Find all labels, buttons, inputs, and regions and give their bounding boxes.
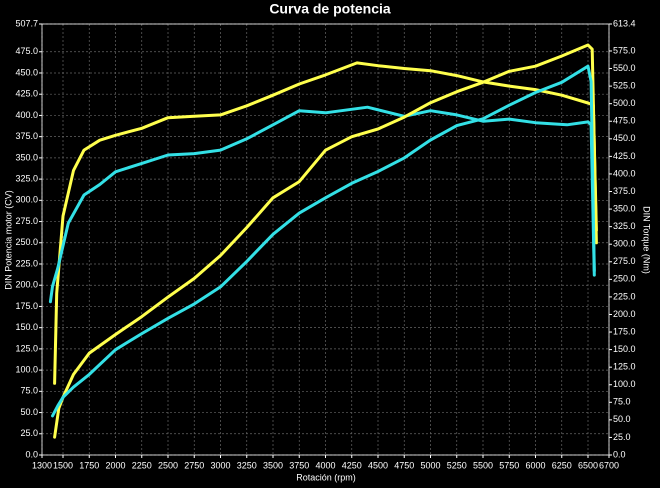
x-tick-label: 5500: [473, 460, 493, 470]
y2-tick-label: 325.0: [613, 221, 636, 231]
x-tick-label: 4000: [315, 460, 335, 470]
y-tick-label: 450.0: [15, 67, 38, 77]
x-tick-label: 1300: [32, 460, 52, 470]
y-tick-label: 325.0: [15, 173, 38, 183]
y2-tick-label: 350.0: [613, 203, 636, 213]
y-tick-label: 100.0: [15, 364, 38, 374]
y2-tick-label: 500.0: [613, 98, 636, 108]
y2-tick-label: 75.0: [613, 397, 631, 407]
y2-tick-label: 275.0: [613, 256, 636, 266]
x-tick-label: 5250: [447, 460, 467, 470]
x-tick-label: 2750: [184, 460, 204, 470]
y2-tick-label: 300.0: [613, 239, 636, 249]
x-tick-label: 3000: [210, 460, 230, 470]
x-tick-label: 6500: [578, 460, 598, 470]
y2-tick-label: 575.0: [613, 45, 636, 55]
x-tick-label: 5750: [499, 460, 519, 470]
y-tick-label: 125.0: [15, 343, 38, 353]
x-tick-label: 2250: [132, 460, 152, 470]
y2-tick-label: 613.4: [613, 18, 636, 28]
y2-tick-label: 550.0: [613, 63, 636, 73]
y2-tick-label: 375.0: [613, 186, 636, 196]
x-tick-label: 5000: [420, 460, 440, 470]
plot-frame: [41, 23, 610, 456]
y-tick-label: 507.7: [15, 18, 38, 28]
chart-title: Curva de potencia: [269, 1, 391, 17]
x-tick-label: 3250: [237, 460, 257, 470]
y-tick-label: 225.0: [15, 258, 38, 268]
x-tick-label: 1500: [53, 460, 73, 470]
y2-tick-label: 450.0: [613, 133, 636, 143]
x-tick-label: 4500: [368, 460, 388, 470]
x-tick-label: 4250: [342, 460, 362, 470]
y2-axis-label: DIN Torque (Nm): [642, 206, 652, 274]
y2-tick-label: 25.0: [613, 432, 631, 442]
y-tick-label: 175.0: [15, 301, 38, 311]
x-tick-label: 2000: [105, 460, 125, 470]
y-tick-label: 200.0: [15, 280, 38, 290]
y-tick-label: 75.0: [20, 386, 38, 396]
x-axis-label: Rotación (rpm): [296, 472, 356, 482]
y2-tick-label: 200.0: [613, 309, 636, 319]
y-tick-label: 300.0: [15, 195, 38, 205]
y2-tick-label: 425.0: [613, 151, 636, 161]
x-tick-label: 3500: [263, 460, 283, 470]
y-tick-label: 425.0: [15, 89, 38, 99]
y2-tick-label: 400.0: [613, 168, 636, 178]
y2-tick-label: 525.0: [613, 80, 636, 90]
y2-tick-label: 50.0: [613, 414, 631, 424]
y-tick-label: 375.0: [15, 131, 38, 141]
series-line: [53, 61, 598, 385]
x-tick-label: 4750: [394, 460, 414, 470]
y-tick-label: 400.0: [15, 110, 38, 120]
x-tick-label: 2500: [158, 460, 178, 470]
y-tick-label: 150.0: [15, 322, 38, 332]
y-tick-label: 25.0: [20, 428, 38, 438]
y-tick-label: 50.0: [20, 407, 38, 417]
series-line: [51, 64, 596, 418]
x-tick-label: 6700: [599, 460, 619, 470]
y2-tick-label: 250.0: [613, 274, 636, 284]
y-axis-label: DIN Potencia motor (CV): [3, 190, 13, 290]
y2-tick-label: 150.0: [613, 344, 636, 354]
y-tick-label: 250.0: [15, 237, 38, 247]
y-tick-label: 0.0: [25, 449, 38, 459]
y2-tick-label: 125.0: [613, 362, 636, 372]
y2-tick-label: 475.0: [613, 116, 636, 126]
series-line: [53, 43, 598, 439]
y-tick-label: 475.0: [15, 46, 38, 56]
y2-tick-label: 175.0: [613, 326, 636, 336]
y2-tick-label: 100.0: [613, 379, 636, 389]
series-line: [48, 105, 596, 304]
y2-tick-label: 0.0: [613, 449, 626, 459]
y-tick-label: 275.0: [15, 216, 38, 226]
x-tick-label: 3750: [289, 460, 309, 470]
y-tick-label: 350.0: [15, 152, 38, 162]
x-tick-label: 6250: [552, 460, 572, 470]
y2-tick-label: 225.0: [613, 291, 636, 301]
x-tick-label: 1750: [79, 460, 99, 470]
x-tick-label: 6000: [525, 460, 545, 470]
